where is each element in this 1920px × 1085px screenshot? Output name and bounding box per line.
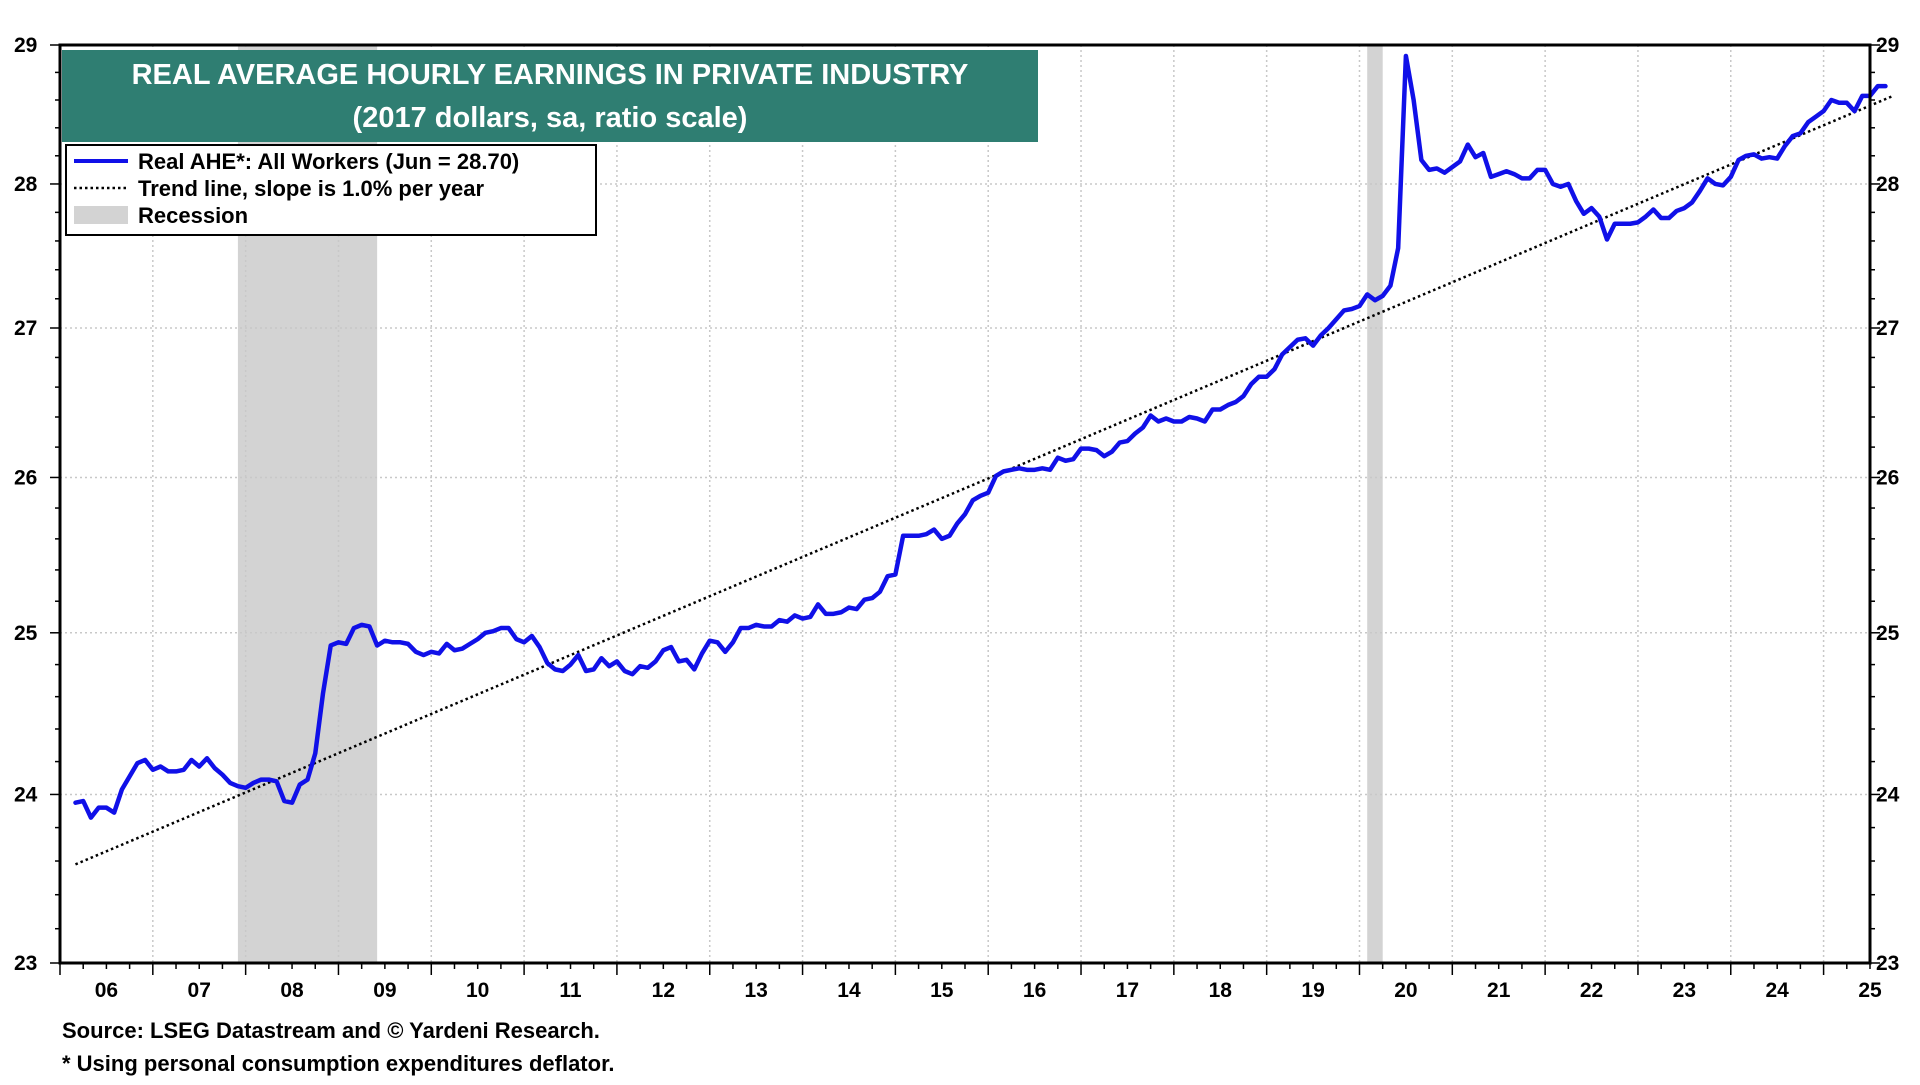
title-background — [62, 50, 1038, 142]
y-tick-label-right: 27 — [1876, 317, 1899, 340]
x-axis-year-labels: 06 07 08 09 10 11 12 13 14 15 16 17 18 19 20 21 22 23 24 25 — [95, 979, 1882, 1002]
series-lines — [73, 53, 1888, 820]
gridlines — [60, 45, 1870, 963]
y-axis-left-labels: 23 24 25 26 27 28 29 — [14, 34, 38, 975]
title-box: REAL AVERAGE HOURLY EARNINGS IN PRIVATE … — [62, 50, 1038, 142]
x-tick-label-11: 11 — [559, 979, 582, 1002]
x-tick-label-23: 23 — [1673, 979, 1696, 1002]
x-tick-label-19: 19 — [1301, 979, 1324, 1002]
x-tick-label-14: 14 — [837, 979, 861, 1002]
legend-box — [65, 144, 597, 236]
x-tick-label-25: 25 — [1858, 979, 1882, 1002]
y-tick-label-right: 24 — [1876, 783, 1900, 806]
trend-line — [74, 94, 1894, 866]
y-tick-label-right: 25 — [1876, 622, 1900, 645]
y-tick-label-left: 25 — [14, 622, 38, 645]
chart-title: REAL AVERAGE HOURLY EARNINGS IN PRIVATE … — [132, 59, 969, 91]
legend-label-recession: Recession — [138, 203, 248, 228]
x-tick-label-09: 09 — [373, 979, 396, 1002]
chart-subtitle: (2017 dollars, sa, ratio scale) — [353, 102, 748, 134]
legend-label-series: Real AHE*: All Workers (Jun = 28.70) — [138, 149, 519, 174]
x-tick-label-24: 24 — [1765, 979, 1789, 1002]
x-tick-label-06: 06 — [95, 979, 118, 1002]
x-tick-label-15: 15 — [930, 979, 954, 1002]
y-tick-label-left: 24 — [14, 783, 38, 806]
series-line-0 — [73, 53, 1888, 820]
y-tick-label-left: 29 — [14, 34, 37, 57]
y-tick-label-right: 23 — [1876, 952, 1899, 975]
y-tick-label-right: 29 — [1876, 34, 1899, 57]
y-axis-right-labels: 23 24 25 26 27 28 29 — [1876, 34, 1900, 975]
y-tick-label-left: 23 — [14, 952, 37, 975]
x-tick-label-10: 10 — [466, 979, 489, 1002]
x-tick-label-21: 21 — [1487, 979, 1511, 1002]
x-tick-label-13: 13 — [744, 979, 767, 1002]
legend-swatch-recession — [74, 206, 128, 224]
y-tick-label-right: 28 — [1876, 173, 1900, 196]
recession-band-1 — [1367, 45, 1383, 963]
x-tick-label-16: 16 — [1023, 979, 1046, 1002]
axis-ticks — [50, 44, 1880, 975]
x-tick-label-17: 17 — [1116, 979, 1139, 1002]
y-tick-label-left: 27 — [14, 317, 37, 340]
x-tick-label-18: 18 — [1209, 979, 1233, 1002]
source-note: Source: LSEG Datastream and © Yardeni Re… — [62, 1018, 600, 1043]
x-tick-label-12: 12 — [652, 979, 675, 1002]
x-tick-label-20: 20 — [1394, 979, 1417, 1002]
legend: Real AHE*: All Workers (Jun = 28.70) Tre… — [65, 144, 597, 236]
x-tick-label-07: 07 — [188, 979, 211, 1002]
footnote: * Using personal consumption expenditure… — [62, 1051, 615, 1076]
x-tick-label-08: 08 — [280, 979, 304, 1002]
x-tick-label-22: 22 — [1580, 979, 1603, 1002]
y-tick-label-left: 26 — [14, 466, 37, 489]
y-tick-label-right: 26 — [1876, 466, 1899, 489]
trend-line — [74, 94, 1894, 866]
y-tick-label-left: 28 — [14, 173, 38, 196]
legend-label-trend: Trend line, slope is 1.0% per year — [138, 176, 484, 201]
